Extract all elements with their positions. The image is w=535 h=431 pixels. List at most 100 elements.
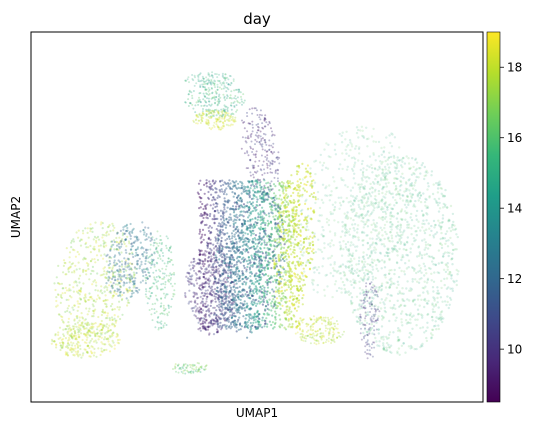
cell-point <box>349 200 352 203</box>
cell-point <box>356 231 359 234</box>
cell-point <box>373 167 377 170</box>
cell-point <box>290 235 293 238</box>
cell-point <box>438 183 442 186</box>
cell-point <box>341 220 344 224</box>
cell-point <box>412 298 415 302</box>
cell-point <box>261 252 264 255</box>
cell-point <box>448 273 452 276</box>
cell-point <box>409 247 412 250</box>
cell-point <box>341 230 344 233</box>
cell-point <box>287 286 290 289</box>
cell-point <box>351 195 355 198</box>
cell-point <box>420 277 423 280</box>
cell-point <box>301 272 304 275</box>
cell-point <box>252 167 255 170</box>
cell-point <box>202 265 205 268</box>
cell-point <box>262 230 265 233</box>
cell-point <box>419 167 422 170</box>
cell-point <box>300 253 303 256</box>
cell-point <box>285 297 288 300</box>
cell-point <box>257 227 260 230</box>
cell-point <box>439 226 443 229</box>
cell-point <box>108 324 111 327</box>
cell-point <box>351 254 354 258</box>
cell-point <box>89 251 92 254</box>
cell-point <box>65 247 68 250</box>
cell-point <box>407 321 410 325</box>
cell-point <box>223 200 226 203</box>
cell-point <box>122 240 125 243</box>
cell-point <box>274 286 278 289</box>
cell-point <box>277 289 280 293</box>
cell-point <box>200 214 203 218</box>
cell-point <box>338 241 341 244</box>
cell-point <box>376 258 379 262</box>
cell-point <box>374 336 377 340</box>
cell-point <box>344 223 347 226</box>
cell-point <box>380 288 384 291</box>
cell-point <box>268 291 271 294</box>
cell-point <box>294 320 297 323</box>
cell-point <box>384 159 387 163</box>
cell-point <box>240 325 243 328</box>
cell-point <box>361 261 364 264</box>
cell-point <box>249 313 252 316</box>
cell-point <box>258 289 261 292</box>
cell-point <box>256 204 259 207</box>
cell-point <box>384 286 388 289</box>
cell-point <box>395 162 399 166</box>
cell-point <box>250 272 253 275</box>
cell-point <box>94 261 97 264</box>
cell-point <box>255 140 258 143</box>
cell-point <box>252 193 255 196</box>
cell-point <box>388 350 392 353</box>
cell-point <box>396 159 399 162</box>
cell-point <box>245 204 248 207</box>
cell-point <box>362 265 365 268</box>
cell-point <box>87 310 90 313</box>
cell-point <box>428 233 432 237</box>
cell-point <box>372 283 375 287</box>
cell-point <box>220 250 223 253</box>
cell-point <box>260 185 263 189</box>
cell-point <box>358 214 361 218</box>
cell-point <box>126 235 129 238</box>
cell-point <box>433 297 436 300</box>
cell-point <box>236 273 239 276</box>
cell-point <box>406 195 410 198</box>
cell-point <box>371 187 374 190</box>
cell-point <box>439 296 443 299</box>
cell-point <box>353 163 356 166</box>
cell-point <box>223 261 226 265</box>
cell-point <box>380 298 383 301</box>
cell-point <box>347 266 351 269</box>
cell-point <box>224 200 227 203</box>
cell-point <box>89 230 92 233</box>
cell-point <box>374 248 378 251</box>
cell-point <box>362 231 366 234</box>
cell-point <box>329 155 332 159</box>
cell-point <box>219 223 222 226</box>
cell-point <box>309 172 312 175</box>
cell-point <box>212 262 215 266</box>
cell-point <box>231 191 234 194</box>
cell-point <box>234 301 237 305</box>
cell-point <box>89 244 92 247</box>
cell-point <box>230 302 233 305</box>
cell-point <box>329 211 332 214</box>
cell-point <box>213 319 216 322</box>
cell-point <box>269 182 272 185</box>
cell-point <box>186 271 189 274</box>
cell-point <box>366 330 369 334</box>
cell-point <box>217 281 220 284</box>
cell-point <box>94 308 97 311</box>
cell-point <box>290 174 293 177</box>
cell-point <box>245 167 248 170</box>
cell-point <box>354 245 357 248</box>
cell-point <box>226 303 229 306</box>
cell-point <box>378 286 381 289</box>
cell-point <box>278 238 281 241</box>
cell-point <box>204 314 207 317</box>
cell-point <box>360 199 364 202</box>
cell-point <box>273 218 277 221</box>
